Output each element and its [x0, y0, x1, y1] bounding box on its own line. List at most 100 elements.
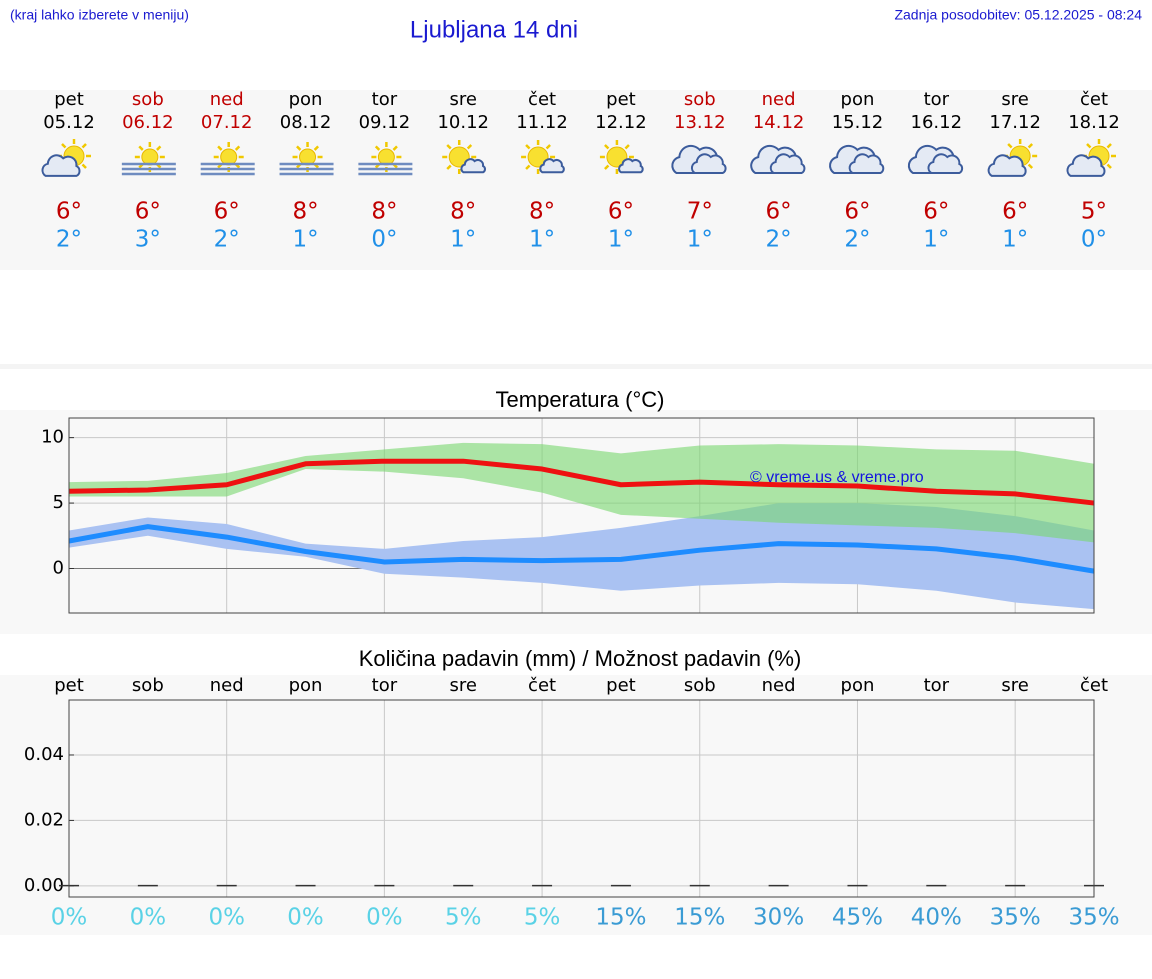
bar [1005, 884, 1026, 887]
day-name: ned [210, 89, 244, 110]
y-tick-label: 0.02 [24, 809, 64, 830]
sun-ray [81, 143, 87, 149]
min-temp: 1° [292, 227, 318, 253]
chart-title: Količina padavin (mm) / Možnost padavin … [359, 646, 802, 671]
day-name: tor [372, 89, 398, 110]
max-temp: 6° [1002, 199, 1028, 225]
bar [374, 884, 395, 887]
min-temp: 0° [1081, 227, 1107, 253]
x-tick-label: pet [606, 675, 636, 696]
max-temp: 7° [687, 199, 713, 225]
cloud [848, 153, 885, 174]
day-date: 18.12 [1068, 112, 1120, 133]
day-name: sre [449, 89, 476, 110]
x-tick-label: čet [528, 675, 556, 696]
max-temp: 6° [135, 199, 161, 225]
sun [299, 148, 317, 166]
weather-icon [521, 140, 565, 174]
range-band [69, 503, 1094, 610]
max-temp: 8° [292, 199, 318, 225]
sun-ray [313, 145, 320, 151]
sun-ray [1007, 143, 1013, 149]
cloud [41, 154, 81, 177]
x-tick-label: sob [684, 675, 716, 696]
max-temp: 8° [529, 199, 555, 225]
sun-ray [466, 144, 473, 150]
sun-ray [234, 145, 241, 151]
max-temp: 8° [450, 199, 476, 225]
sun-ray [1086, 143, 1092, 149]
day-name: tor [924, 89, 950, 110]
sun-ray [446, 164, 452, 170]
weather-icon [200, 142, 255, 176]
precip-probability: 0% [208, 905, 245, 931]
bar [689, 884, 710, 887]
day-date: 13.12 [674, 112, 726, 133]
sun [220, 148, 238, 166]
day-name: ned [762, 89, 796, 110]
header-updated: Zadnja posodobitev: 05.12.2025 - 08:24 [894, 7, 1142, 23]
sun-ray [624, 144, 630, 150]
weather-icon [41, 139, 91, 177]
temp-line [68, 524, 1095, 574]
temp-line [68, 458, 1095, 506]
range-band [69, 442, 1094, 543]
weather-icon [671, 144, 727, 175]
sun-ray [525, 164, 531, 170]
max-temp: 6° [923, 199, 949, 225]
min-temp: 1° [529, 227, 555, 253]
min-temp: 3° [135, 227, 161, 253]
separator [0, 364, 1152, 369]
bar [137, 884, 158, 887]
day-name: sob [684, 89, 716, 110]
min-temp: 2° [766, 227, 792, 253]
sun-ray [138, 145, 144, 151]
day-date: 12.12 [595, 112, 647, 133]
sun-ray [1106, 143, 1112, 149]
precip-probability: 0% [287, 905, 324, 931]
cloud [690, 153, 727, 174]
day-date: 09.12 [359, 112, 411, 133]
day-date: 05.12 [43, 112, 95, 133]
sun-ray [545, 144, 551, 150]
header-note: (kraj lahko izberete v meniju) [10, 7, 189, 23]
x-tick-label: sre [1001, 675, 1028, 696]
day-date: 14.12 [753, 112, 805, 133]
annotation: © vreme.us & vreme.pro [750, 469, 924, 486]
min-temp: 1° [687, 227, 713, 253]
precip-probability: 35% [1068, 905, 1119, 931]
bar [926, 884, 947, 887]
cloud [927, 153, 964, 174]
min-temp: 2° [844, 227, 870, 253]
weather-icon [358, 142, 413, 176]
sun-ray [61, 143, 67, 149]
x-tick-label: tor [372, 675, 398, 696]
day-date: 08.12 [280, 112, 332, 133]
chart-title: Temperatura (°C) [496, 387, 665, 412]
sun-ray [604, 164, 610, 170]
min-temp: 1° [923, 227, 949, 253]
cloud [769, 153, 806, 174]
day-date: 17.12 [989, 112, 1041, 133]
weather-icon [987, 139, 1038, 177]
sun [527, 146, 549, 168]
min-temp: 1° [1002, 227, 1028, 253]
plot-frame [68, 417, 1095, 614]
precip-probability: 0% [51, 905, 88, 931]
weather-icon [121, 142, 176, 176]
day-name: čet [528, 89, 556, 110]
precip-probability: 15% [595, 905, 646, 931]
sun-ray [81, 163, 87, 169]
sun [448, 146, 470, 168]
precip-probability: 15% [674, 905, 725, 931]
weather-icon [279, 142, 334, 176]
max-temp: 6° [608, 199, 634, 225]
min-temp: 1° [450, 227, 476, 253]
x-tick-label: sob [132, 675, 164, 696]
precip-probability: 5% [445, 905, 482, 931]
sun-ray [296, 145, 302, 151]
header-title: Ljubljana 14 dni [410, 16, 578, 43]
max-temp: 8° [371, 199, 397, 225]
weather-icon [907, 144, 964, 175]
